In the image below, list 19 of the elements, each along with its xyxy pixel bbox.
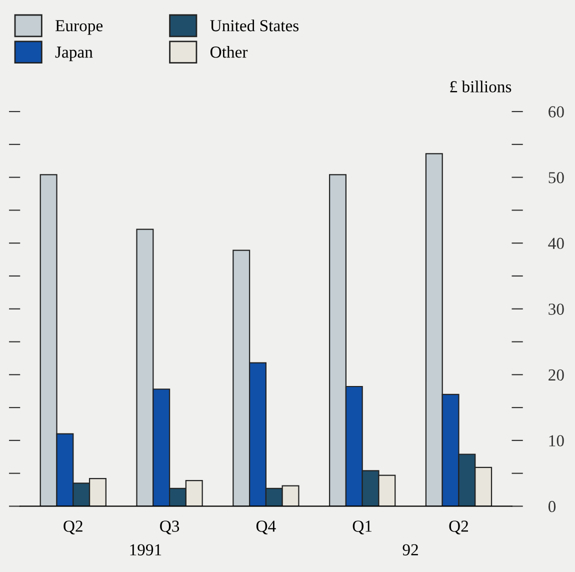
- y-tick-label: 30: [548, 304, 564, 315]
- y-tick-label: 60: [548, 106, 564, 118]
- x-tick-label: Q3: [160, 520, 180, 534]
- legend-label: Japan: [55, 46, 93, 62]
- x-tick-label: Q2: [64, 520, 82, 534]
- y-axis-title: £ billions: [450, 80, 512, 92]
- y-tick-label: 40: [548, 238, 564, 250]
- y-tick-label: 0: [548, 500, 556, 512]
- x-tick-label: Q4: [256, 520, 276, 534]
- y-tick-label: 10: [549, 435, 564, 446]
- text: 92: [402, 544, 418, 556]
- legend-label: Other: [210, 46, 248, 58]
- legend-label: United States: [210, 20, 299, 32]
- text: 1991: [130, 544, 162, 556]
- y-tick-label: 20: [548, 369, 564, 381]
- x-tick-label: Q2: [449, 520, 468, 534]
- legend-label: Europe: [55, 20, 103, 35]
- x-tick-label: Q1: [352, 520, 372, 534]
- y-tick-label: 50: [548, 172, 564, 184]
